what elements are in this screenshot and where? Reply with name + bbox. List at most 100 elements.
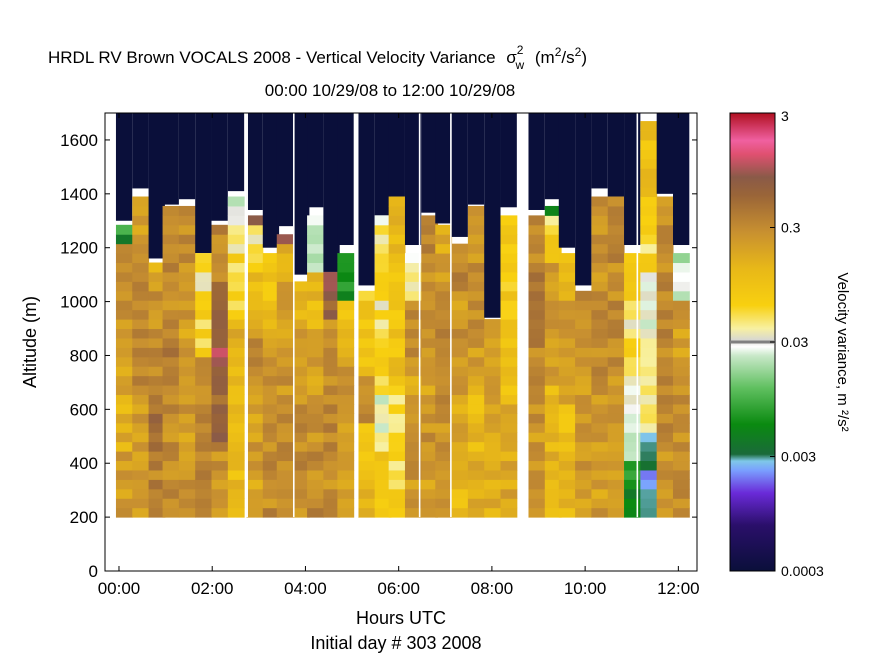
heatmap-cell (404, 375, 422, 386)
heatmap-cell (323, 300, 341, 311)
heatmap-cell (148, 488, 166, 499)
heatmap-cell (656, 451, 674, 462)
heatmap-cell (374, 224, 392, 235)
heatmap-cell (624, 422, 641, 433)
heatmap-cell (484, 451, 502, 462)
heatmap-cell (262, 347, 280, 358)
heatmap-cell (388, 309, 406, 320)
heatmap-cell (421, 432, 439, 443)
heatmap-cell (262, 253, 280, 264)
heatmap-cell (528, 224, 546, 235)
heatmap-cell-empty (358, 113, 375, 286)
heatmap-cell (115, 337, 133, 348)
heatmap-cell (148, 460, 166, 471)
heatmap-cell (276, 394, 294, 405)
heatmap-cell (246, 234, 264, 245)
heatmap-cell (358, 385, 376, 396)
heatmap-cell (467, 366, 485, 377)
heatmap-cell (528, 469, 546, 480)
heatmap-cell (227, 469, 245, 480)
heatmap-cell (323, 451, 341, 462)
heatmap-cell (435, 366, 453, 377)
heatmap-cell (484, 394, 502, 405)
heatmap-cell (323, 281, 341, 292)
heatmap-cell (500, 243, 518, 254)
heatmap-cell (484, 385, 502, 396)
heatmap-cell (607, 196, 625, 207)
heatmap-cell (624, 488, 641, 499)
heatmap-cell (607, 498, 625, 509)
heatmap-cell (307, 498, 324, 509)
heatmap-cell (656, 498, 674, 509)
heatmap-cell-empty (500, 113, 517, 208)
heatmap-cell (484, 319, 502, 330)
heatmap-cell (435, 300, 453, 311)
y-tick-label: 600 (70, 400, 98, 419)
heatmap-cell (451, 403, 469, 414)
heatmap-cell (162, 356, 180, 367)
heatmap-cell (227, 328, 245, 339)
heatmap-cell (528, 262, 546, 273)
heatmap-cell (404, 488, 422, 499)
heatmap-cell (262, 281, 280, 292)
heatmap-cell (640, 196, 658, 207)
heatmap-cell (162, 281, 180, 292)
heatmap-cell (227, 253, 245, 264)
heatmap-cell (656, 271, 674, 282)
heatmap-cell (132, 205, 150, 216)
chart-subtitle: 00:00 10/29/08 to 12:00 10/29/08 (265, 81, 516, 100)
heatmap-cell (293, 309, 310, 320)
heatmap-cell (404, 469, 422, 480)
heatmap-cell (374, 385, 392, 396)
heatmap-cell-empty (656, 113, 673, 194)
heatmap-cell (607, 507, 625, 518)
heatmap-cell (575, 300, 592, 311)
heatmap-cell (132, 253, 150, 264)
heatmap-cell (323, 403, 341, 414)
heatmap-cell (624, 300, 641, 311)
heatmap-cell (640, 469, 658, 480)
heatmap-cell (624, 309, 641, 320)
heatmap-cell (640, 253, 658, 264)
heatmap-cell (262, 488, 280, 499)
heatmap-cell (246, 366, 264, 377)
heatmap-cell (656, 224, 674, 235)
heatmap-cell (591, 347, 609, 358)
heatmap-cell (227, 356, 245, 367)
heatmap-cell (195, 375, 213, 386)
heatmap-cell (227, 243, 245, 254)
heatmap-cell (607, 441, 625, 452)
heatmap-cell (358, 309, 376, 320)
heatmap-cell (500, 319, 518, 330)
heatmap-cell (640, 403, 658, 414)
heatmap-cell (132, 224, 150, 235)
heatmap-cell (227, 413, 245, 424)
heatmap-cell (148, 366, 166, 377)
heatmap-cell (435, 309, 453, 320)
heatmap-cell (607, 413, 625, 424)
heatmap-cell (467, 337, 485, 348)
heatmap-cell (528, 422, 546, 433)
heatmap-cell (211, 469, 229, 480)
heatmap-cell (528, 451, 546, 462)
heatmap-cell (262, 422, 280, 433)
heatmap-cell (558, 451, 576, 462)
heatmap-cell (276, 479, 294, 490)
heatmap-cell (115, 281, 133, 292)
heatmap-cell (467, 507, 485, 518)
heatmap-cell (467, 451, 485, 462)
heatmap-cell (178, 488, 196, 499)
heatmap-cell (404, 347, 422, 358)
heatmap-cell (246, 356, 264, 367)
heatmap-cell (640, 234, 658, 245)
heatmap-cell (591, 356, 609, 367)
heatmap-cell (307, 356, 324, 367)
heatmap-cell (451, 498, 469, 509)
heatmap-cell (607, 337, 625, 348)
heatmap-cell (276, 498, 294, 509)
heatmap-cell (500, 337, 518, 348)
heatmap-cell (467, 347, 485, 358)
heatmap-cell (544, 300, 562, 311)
heatmap-cell (672, 319, 690, 330)
heatmap-cell (211, 319, 229, 330)
